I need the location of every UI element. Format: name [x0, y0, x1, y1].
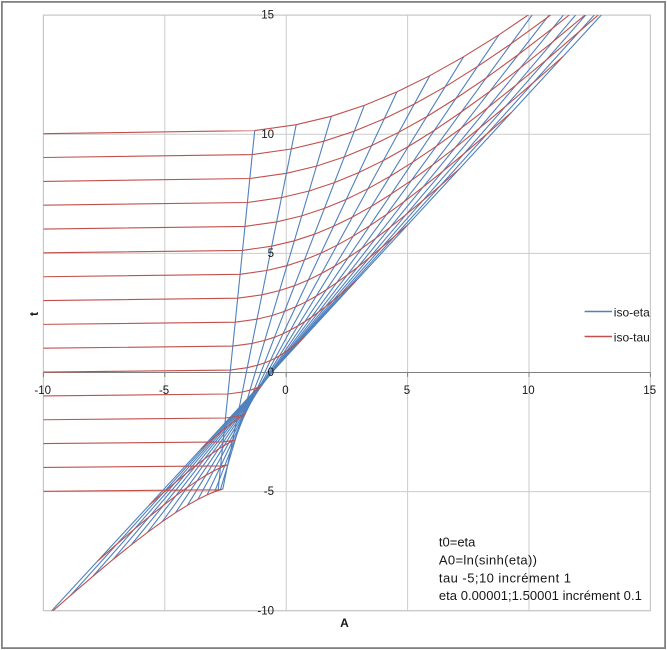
svg-text:10: 10 — [522, 385, 535, 397]
svg-text:5: 5 — [268, 248, 274, 260]
svg-text:iso-eta: iso-eta — [614, 305, 650, 319]
svg-text:eta 0.00001;1.50001 incrément: eta 0.00001;1.50001 incrément 0.1 — [439, 588, 642, 603]
svg-text:0: 0 — [268, 367, 274, 379]
svg-text:-5: -5 — [264, 486, 274, 498]
svg-text:5: 5 — [404, 385, 410, 397]
svg-text:0: 0 — [282, 385, 288, 397]
svg-text:A: A — [340, 616, 349, 630]
svg-text:t: t — [27, 312, 41, 316]
svg-text:-10: -10 — [257, 605, 274, 617]
svg-text:10: 10 — [261, 129, 274, 141]
svg-text:-10: -10 — [34, 385, 51, 397]
svg-text:t0=eta: t0=eta — [439, 535, 476, 550]
svg-text:tau -5;10 incrément 1: tau -5;10 incrément 1 — [439, 570, 572, 585]
svg-text:iso-tau: iso-tau — [614, 330, 650, 344]
svg-text:15: 15 — [643, 385, 656, 397]
svg-text:15: 15 — [261, 10, 274, 22]
svg-text:A0=ln(sinh(eta)): A0=ln(sinh(eta)) — [439, 552, 537, 567]
svg-text:-5: -5 — [159, 385, 169, 397]
